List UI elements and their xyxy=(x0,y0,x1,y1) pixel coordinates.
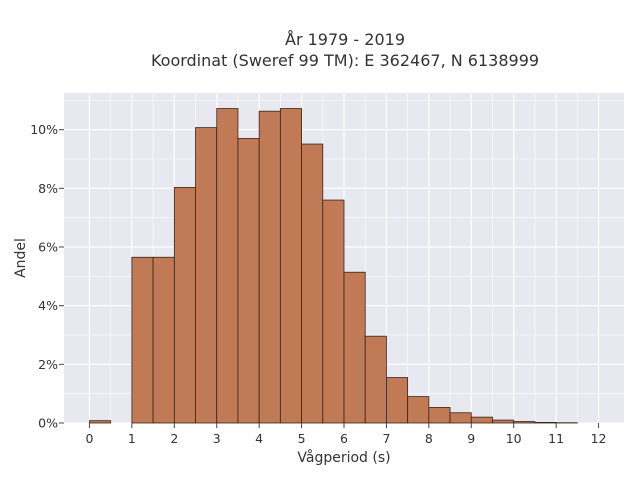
histogram-bar xyxy=(237,138,260,424)
x-tick-label: 6 xyxy=(340,431,348,446)
histogram-bar xyxy=(449,412,472,424)
y-tick-label: 6% xyxy=(38,240,58,255)
x-axis-label: Vågperiod (s) xyxy=(297,449,390,466)
y-tick-label: 10% xyxy=(30,122,58,137)
x-tick-label: 2 xyxy=(170,431,178,446)
y-tick-label: 0% xyxy=(38,416,58,431)
x-tick-label: 11 xyxy=(548,431,564,446)
histogram-bar xyxy=(279,108,302,424)
histogram-bar xyxy=(407,396,430,424)
histogram-bars xyxy=(89,108,578,424)
histogram-bar xyxy=(89,420,112,424)
x-tick-label: 4 xyxy=(255,431,263,446)
x-tick-label: 8 xyxy=(425,431,433,446)
x-tick-label: 9 xyxy=(467,431,475,446)
histogram-bar xyxy=(216,108,239,424)
histogram-bar xyxy=(428,407,451,424)
y-tick-label: 2% xyxy=(38,357,58,372)
histogram-bar xyxy=(131,256,154,424)
x-tick-label: 3 xyxy=(213,431,221,446)
x-axis-ticks: 0 1 2 3 4 5 6 7 8 9 10 11 12 xyxy=(85,423,606,446)
histogram-bar xyxy=(513,421,536,424)
histogram-bar xyxy=(258,110,281,424)
chart-title-line-1: År 1979 - 2019 xyxy=(285,30,405,49)
x-tick-label: 7 xyxy=(382,431,390,446)
histogram-bar xyxy=(173,187,196,424)
chart-title-line-2: Koordinat (Sweref 99 TM): E 362467, N 61… xyxy=(151,51,539,70)
histogram-bar xyxy=(301,143,324,424)
histogram-bar xyxy=(152,256,175,424)
y-axis-ticks: 0% 2% 4% 6% 8% 10% xyxy=(30,122,64,431)
histogram-bar xyxy=(534,422,557,424)
histogram-bar xyxy=(492,419,515,424)
histogram-bar xyxy=(322,199,345,424)
x-tick-label: 1 xyxy=(128,431,136,446)
y-tick-label: 8% xyxy=(38,181,58,196)
histogram-bar xyxy=(386,377,409,424)
histogram-bar xyxy=(470,416,493,424)
histogram-bar xyxy=(364,335,387,424)
y-tick-label: 4% xyxy=(38,298,58,313)
x-tick-label: 12 xyxy=(591,431,607,446)
histogram-bar xyxy=(343,271,366,424)
histogram-bar xyxy=(195,127,218,424)
x-tick-label: 10 xyxy=(506,431,522,446)
x-tick-label: 5 xyxy=(298,431,306,446)
y-axis-label: Andel xyxy=(13,238,29,278)
x-tick-label: 0 xyxy=(85,431,93,446)
